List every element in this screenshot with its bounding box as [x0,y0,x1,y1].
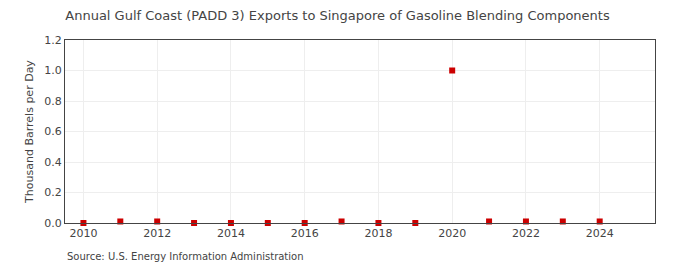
svg-text:Annual Gulf Coast (PADD 3) Exp: Annual Gulf Coast (PADD 3) Exports to Si… [65,8,610,23]
svg-text:2018: 2018 [364,227,392,240]
svg-text:1.0: 1.0 [44,64,62,77]
svg-text:2012: 2012 [143,227,171,240]
svg-text:Thousand Barrels per Day: Thousand Barrels per Day [23,60,36,204]
svg-text:0.6: 0.6 [44,125,62,138]
svg-text:0.4: 0.4 [44,156,62,169]
svg-text:2016: 2016 [291,227,319,240]
svg-text:0.0: 0.0 [44,217,62,230]
svg-text:0.8: 0.8 [44,95,62,108]
svg-text:2022: 2022 [512,227,540,240]
svg-text:0.2: 0.2 [44,186,62,199]
svg-text:2020: 2020 [438,227,466,240]
svg-text:2024: 2024 [586,227,614,240]
svg-text:1.2: 1.2 [44,34,62,47]
svg-text:2014: 2014 [217,227,245,240]
svg-text:2010: 2010 [69,227,97,240]
svg-text:Source: U.S. Energy Informatio: Source: U.S. Energy Information Administ… [67,251,304,262]
